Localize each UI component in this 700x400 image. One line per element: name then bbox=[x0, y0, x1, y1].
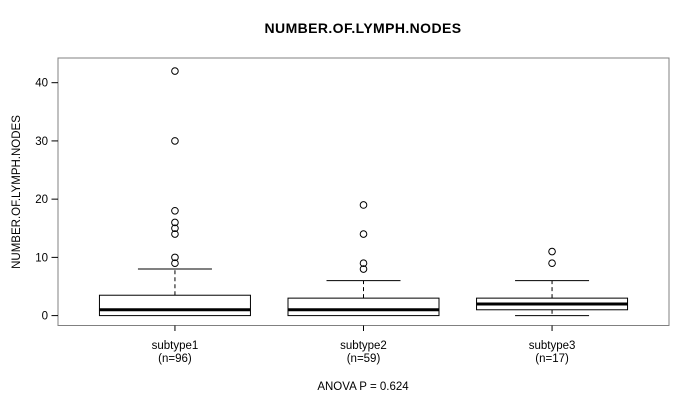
outlier-point bbox=[548, 247, 556, 256]
outlier-point bbox=[359, 259, 368, 267]
anova-annotation: ANOVA P = 0.624 bbox=[317, 381, 409, 393]
outlier-point bbox=[359, 265, 368, 273]
outlier-point bbox=[171, 259, 179, 267]
outlier-point bbox=[171, 206, 179, 215]
outlier-point bbox=[171, 218, 179, 227]
outlier-point bbox=[171, 67, 179, 75]
group-n-label: (n=96) bbox=[158, 353, 192, 365]
iqr-box bbox=[98, 294, 251, 317]
iqr-box bbox=[287, 297, 440, 317]
y-tick-label: 10 bbox=[35, 252, 48, 264]
plot-frame bbox=[57, 57, 670, 326]
outlier-point bbox=[171, 253, 179, 262]
outlier-point bbox=[359, 230, 368, 238]
outlier-point bbox=[171, 224, 179, 233]
group-label: subtype1 bbox=[152, 340, 199, 352]
group-label: subtype2 bbox=[340, 340, 387, 352]
outlier-point bbox=[548, 259, 556, 267]
group-n-label: (n=59) bbox=[347, 353, 381, 365]
outlier-point bbox=[171, 137, 179, 145]
group-label: subtype3 bbox=[529, 340, 576, 352]
outlier-point bbox=[359, 201, 368, 209]
outlier-point bbox=[171, 230, 179, 238]
y-tick-label: 0 bbox=[42, 311, 48, 323]
chart-title: NUMBER.OF.LYMPH.NODES bbox=[264, 20, 462, 36]
y-tick-label: 30 bbox=[35, 136, 48, 148]
y-tick-label: 20 bbox=[35, 194, 48, 206]
y-tick-label: 40 bbox=[35, 78, 48, 90]
group-n-label: (n=17) bbox=[535, 353, 569, 365]
